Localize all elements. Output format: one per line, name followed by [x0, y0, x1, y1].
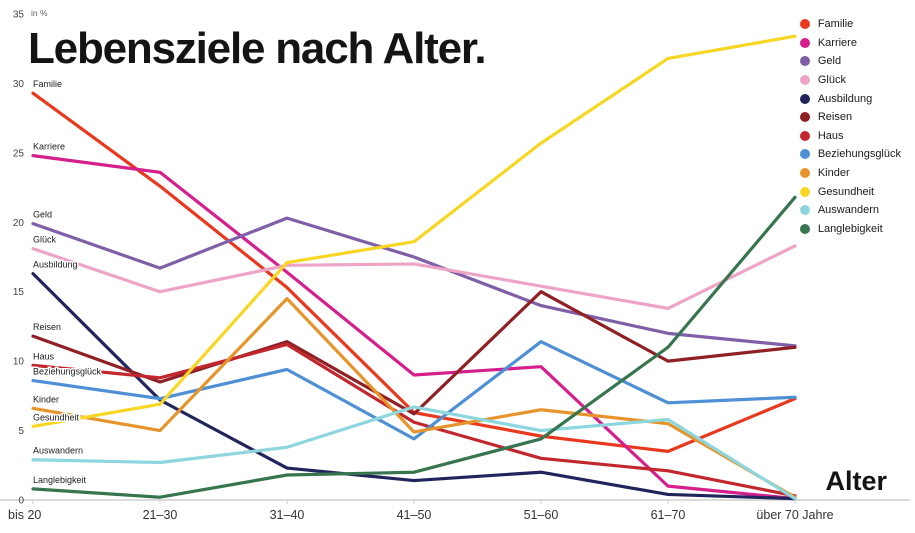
legend-label: Beziehungsglück [817, 148, 901, 161]
legend-label: Gesundheit [817, 185, 875, 198]
legend-label: Kinder [817, 167, 850, 180]
series-start-label-gesundheit: Gesundheit [33, 412, 80, 422]
legend-swatch-langlebigkeit [799, 223, 810, 234]
y-tick-label: 5 [18, 426, 24, 437]
legend-label: Auswandern [817, 204, 879, 217]
legend-swatch-haus [799, 130, 810, 141]
series-start-label-auswandern: Auswandern [33, 446, 83, 456]
series-line-ausbildung [31, 272, 797, 501]
legend-item-ausbildung: Ausbildung [799, 89, 901, 108]
series-line-haus [31, 342, 797, 498]
legend-item-reisen: Reisen [799, 108, 901, 127]
chart-title: Lebensziele nach Alter. [28, 24, 487, 73]
x-tick-label: bis 20 [8, 508, 41, 522]
legend-item-geld: Geld [799, 52, 901, 71]
legend-swatch-auswandern [799, 205, 810, 216]
series-start-label-reisen: Reisen [33, 322, 61, 332]
legend-swatch-geld [799, 56, 810, 67]
x-tick-label: 21–30 [143, 508, 178, 522]
legend-swatch-ausbildung [799, 93, 810, 104]
x-tick-label: über 70 Jahre [756, 508, 833, 522]
legend-item-gesundheit: Gesundheit [799, 182, 901, 201]
legend-item-auswandern: Auswandern [799, 201, 901, 220]
series-start-label-kinder: Kinder [33, 394, 59, 404]
legend-item-haus: Haus [799, 127, 901, 146]
series-start-label-haus: Haus [33, 351, 55, 361]
x-tick-label: 61–70 [651, 508, 686, 522]
legend-item-kinder: Kinder [799, 164, 901, 183]
series-line-geld [31, 216, 797, 348]
legend-swatch-familie [799, 19, 810, 30]
x-tick-label: 31–40 [270, 508, 305, 522]
series-line-gl-ck [31, 244, 797, 310]
y-tick-label: 15 [13, 287, 25, 298]
x-tick-label: 51–60 [524, 508, 559, 522]
series-line-reisen [31, 290, 797, 416]
legend-label: Haus [817, 129, 844, 142]
legend-label: Glück [817, 74, 846, 87]
legend-item-beziehungsgl-ck: Beziehungsglück [799, 145, 901, 164]
series-start-label-beziehungsgl-ck: Beziehungsglück [33, 367, 102, 377]
legend-item-langlebigkeit: Langlebigkeit [799, 220, 901, 239]
legend-label: Familie [817, 18, 854, 31]
legend-label: Geld [817, 55, 842, 68]
legend-swatch-reisen [799, 112, 810, 123]
y-tick-label: 25 [13, 148, 25, 159]
legend-label: Ausbildung [817, 92, 873, 105]
legend-item-gl-ck: Glück [799, 71, 901, 90]
y-tick-label: 30 [13, 79, 25, 90]
x-axis-label: Alter [825, 466, 887, 496]
series-start-label-gl-ck: Glück [33, 235, 57, 245]
x-tick-label: 41–50 [397, 508, 432, 522]
y-tick-label: 35 [13, 10, 25, 21]
legend-swatch-gl-ck [799, 75, 810, 86]
series-line-auswandern [31, 405, 797, 501]
series-start-label-geld: Geld [33, 210, 52, 220]
legend-label: Reisen [817, 111, 853, 124]
series-line-langlebigkeit [31, 195, 797, 499]
legend-label: Langlebigkeit [817, 222, 883, 235]
series-start-label-langlebigkeit: Langlebigkeit [33, 475, 87, 485]
series-line-karriere [31, 154, 797, 501]
legend-item-familie: Familie [799, 15, 901, 34]
legend-swatch-gesundheit [799, 186, 810, 197]
series-start-label-karriere: Karriere [33, 142, 65, 152]
legend-swatch-kinder [799, 168, 810, 179]
legend-label: Karriere [817, 36, 857, 49]
series-start-label-ausbildung: Ausbildung [33, 260, 78, 270]
y-tick-label: 10 [13, 357, 25, 368]
series-line-gesundheit [31, 34, 797, 429]
y-axis-unit-label: in % [31, 8, 48, 18]
series-line-beziehungsgl-ck [31, 340, 797, 441]
series-start-label-familie: Familie [33, 79, 62, 89]
legend-item-karriere: Karriere [799, 34, 901, 53]
y-tick-label: 0 [18, 496, 24, 507]
y-tick-label: 20 [13, 218, 25, 229]
legend-swatch-karriere [799, 37, 810, 48]
legend-swatch-beziehungsgl-ck [799, 149, 810, 160]
legend: Familie Karriere Geld Glück Ausbildung Reisen… [799, 15, 901, 239]
series-line-kinder [31, 297, 797, 499]
